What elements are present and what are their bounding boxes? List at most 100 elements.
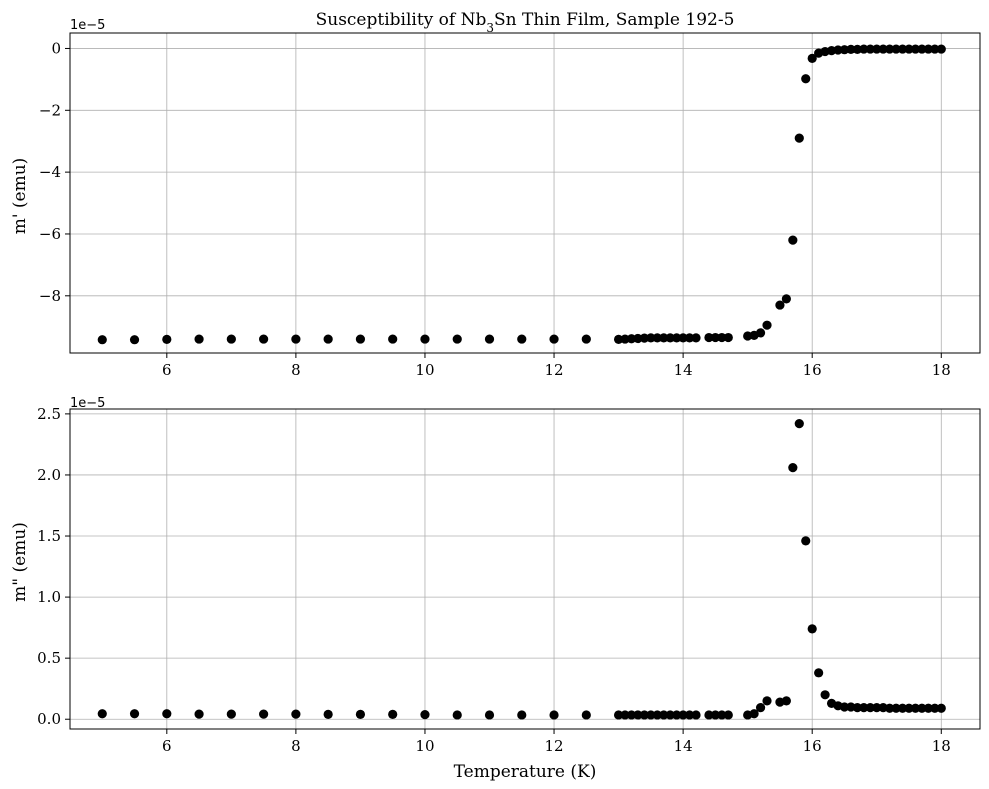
bottom-chart-data-point <box>194 709 204 719</box>
top-chart-data-point <box>97 335 107 345</box>
top-chart-panel: Susceptibility of Nb3Sn Thin Film, Sampl… <box>10 10 981 379</box>
bottom-chart-data-point <box>930 703 940 713</box>
top-chart-data-point <box>794 133 804 143</box>
top-chart-frame <box>69 32 981 354</box>
top-chart-data-point <box>323 334 333 344</box>
top-chart-xtick-label: 6 <box>162 361 172 379</box>
bottom-chart-data-point <box>781 696 791 706</box>
top-chart-data-point <box>678 333 688 343</box>
top-chart-data-point <box>420 334 430 344</box>
top-chart-data-point <box>652 333 662 343</box>
top-chart-data-point <box>452 334 462 344</box>
top-chart-data-point <box>672 333 682 343</box>
bottom-chart-data-point <box>420 709 430 720</box>
bottom-chart-data-point <box>323 709 333 719</box>
bottom-chart-ytick-label: 2.5 <box>37 405 61 423</box>
top-chart-data-point <box>659 333 669 343</box>
bottom-chart-data-point <box>613 710 624 720</box>
bottom-chart-data-point <box>581 710 591 720</box>
bottom-chart-data-point <box>691 710 701 720</box>
top-chart-ytick-label: −2 <box>39 101 61 119</box>
top-chart-data-point <box>859 44 869 54</box>
top-chart-data-point <box>923 44 933 54</box>
bottom-chart-data-point <box>704 710 714 720</box>
bottom-chart-data-point <box>749 709 759 719</box>
top-chart-data-point <box>717 332 727 343</box>
top-chart-data-point <box>762 320 772 330</box>
bottom-chart-data-point <box>633 710 643 720</box>
bottom-chart-data-point <box>710 710 720 720</box>
bottom-chart-data-point <box>865 703 875 713</box>
top-chart-data-point <box>781 294 791 304</box>
top-chart-xtick-label: 10 <box>415 361 434 379</box>
top-chart-data-point <box>549 334 559 344</box>
top-chart-data-point <box>355 334 366 344</box>
top-chart-data-point <box>704 332 714 343</box>
bottom-chart-ytick-label: 2.0 <box>37 466 61 484</box>
top-chart-xtick-label: 14 <box>674 361 693 379</box>
bottom-chart-data-point <box>936 703 946 713</box>
top-chart-data-point <box>691 333 701 343</box>
top-chart-data-point <box>162 334 172 344</box>
top-chart-data-point <box>755 328 766 338</box>
bottom-chart-data-point <box>620 710 630 720</box>
bottom-chart-ytick-label: 1.0 <box>37 588 61 606</box>
top-chart-offset-label: 1e−5 <box>70 18 105 33</box>
bottom-chart-data-point <box>672 710 682 720</box>
bottom-chart-data-point <box>852 703 862 713</box>
bottom-chart-xtick-label: 6 <box>162 737 172 755</box>
bottom-chart-data-point <box>839 702 850 712</box>
bottom-chart-data-point <box>678 710 688 720</box>
bottom-chart-data-point <box>801 536 811 546</box>
top-chart-data-point <box>936 44 946 54</box>
top-chart-xtick-label: 8 <box>291 361 301 379</box>
bottom-chart-data-point <box>917 703 927 713</box>
bottom-chart-xtick-label: 18 <box>932 737 951 755</box>
bottom-chart-ticks: 6 8 10 12 14 16 18 0.0 0.5 1.0 1.5 2.0 2.5 <box>37 405 951 755</box>
top-chart-data-point <box>775 300 785 310</box>
bottom-chart-xtick-label: 12 <box>544 737 563 755</box>
top-chart-data-point <box>930 44 940 54</box>
bottom-chart-xtick-label: 8 <box>291 737 301 755</box>
bottom-chart-data-point <box>549 710 559 720</box>
bottom-chart-data-point <box>814 668 824 678</box>
top-chart-data-point <box>484 334 495 344</box>
bottom-chart-xtick-label: 14 <box>674 737 693 755</box>
top-chart-data-point <box>639 333 649 343</box>
bottom-chart-data-point <box>872 703 882 713</box>
top-chart-ytick-label: −8 <box>39 287 61 305</box>
top-chart-data-point <box>897 44 908 54</box>
bottom-chart-data-point <box>517 710 527 720</box>
top-chart-data-point <box>620 334 630 344</box>
top-chart-data-point <box>226 334 236 344</box>
bottom-chart-data-point <box>652 710 662 720</box>
top-chart-data-point <box>259 334 269 344</box>
bottom-chart-data-point <box>807 624 817 634</box>
bottom-chart-points <box>97 419 946 720</box>
bottom-chart-data-point <box>639 710 649 720</box>
top-chart-ylabel: m' (emu) <box>10 158 30 235</box>
bottom-chart-offset-label: 1e−5 <box>70 396 105 411</box>
bottom-chart-data-point <box>762 696 772 706</box>
bottom-chart-ytick-label: 0.0 <box>37 710 61 728</box>
top-chart-data-point <box>807 53 817 63</box>
bottom-chart-data-point <box>659 710 669 720</box>
top-chart-ticks: 6 8 10 12 14 16 18 −8 −6 −4 −2 0 <box>39 39 951 379</box>
bottom-chart-data-point <box>788 463 798 473</box>
bottom-chart-xlabel: Temperature (K) <box>454 762 597 782</box>
top-chart-xtick-label: 18 <box>932 361 951 379</box>
bottom-chart-xtick-label: 10 <box>415 737 434 755</box>
bottom-chart-data-point <box>910 703 921 713</box>
top-chart-data-point <box>839 45 850 55</box>
top-chart-data-point <box>291 334 301 344</box>
top-chart-ytick-label: −4 <box>39 163 61 181</box>
top-chart-data-point <box>129 335 140 345</box>
bottom-chart-data-point <box>723 710 733 720</box>
top-chart-grid <box>70 33 980 353</box>
bottom-chart-ylabel: m" (emu) <box>10 522 30 602</box>
top-chart-data-point <box>710 332 720 343</box>
top-chart-data-point <box>885 44 895 54</box>
bottom-chart-xtick-label: 16 <box>803 737 822 755</box>
top-chart-data-point <box>665 333 675 343</box>
